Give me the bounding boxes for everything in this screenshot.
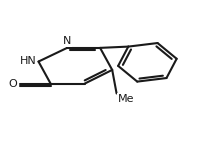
Text: HN: HN [20,56,36,66]
Text: Me: Me [118,94,134,104]
Text: O: O [9,79,18,89]
Text: N: N [63,36,71,46]
